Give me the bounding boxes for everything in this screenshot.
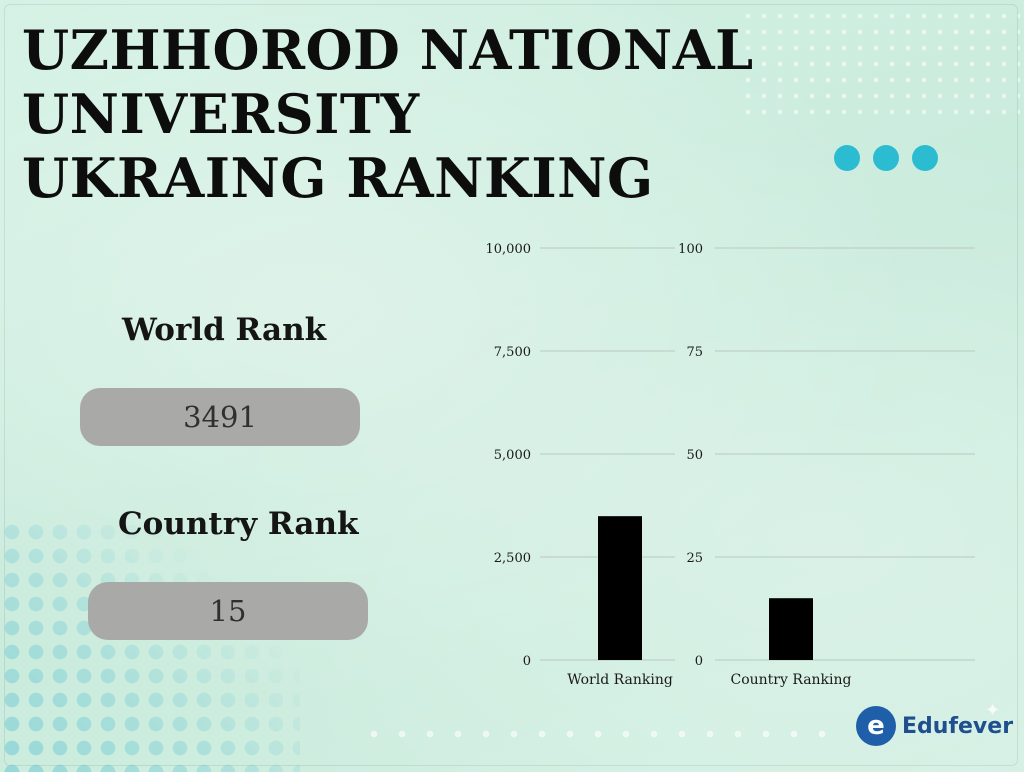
y-tick-label: 50 xyxy=(686,448,703,463)
category-label: Country Ranking xyxy=(730,672,851,688)
brand-logo: e Edufever xyxy=(856,706,1013,746)
brand-name: Edufever xyxy=(902,713,1014,739)
ranking-charts: 0 2,500 5,000 7,500 10,000 World Ranking 0 25 50… xyxy=(470,230,990,700)
decorative-dot-pattern-bottom-left xyxy=(0,520,300,772)
menu-dots-icon xyxy=(834,145,938,171)
title-line-2: UNIVERSITY xyxy=(22,82,420,146)
dot xyxy=(912,145,938,171)
y-tick-label: 100 xyxy=(678,242,703,257)
y-tick-label: 2,500 xyxy=(494,551,531,566)
title-line-1: UZHHOROD NATIONAL xyxy=(22,18,754,82)
decorative-dot-pattern-top xyxy=(740,8,1020,123)
sparkle-icon: ✦ xyxy=(985,700,1001,721)
decorative-dot-pattern-bottom xyxy=(360,724,840,744)
dot xyxy=(834,145,860,171)
edufever-logo-icon: e xyxy=(856,706,896,746)
ranking-charts-svg: 0 2,500 5,000 7,500 10,000 World Ranking 0 25 50… xyxy=(486,242,975,688)
page-title: UZHHOROD NATIONAL UNIVERSITY UKRAING RAN… xyxy=(22,18,754,210)
y-tick-label: 0 xyxy=(523,654,531,669)
title-line-3: UKRAING RANKING xyxy=(22,146,654,210)
y-tick-label: 75 xyxy=(686,345,703,360)
y-tick-label: 0 xyxy=(695,654,703,669)
world-rank-value: 3491 xyxy=(80,388,360,446)
y-tick-label: 25 xyxy=(686,551,703,566)
y-tick-label: 5,000 xyxy=(494,448,531,463)
country-rank-label: Country Rank xyxy=(118,506,359,542)
category-label: World Ranking xyxy=(567,672,673,688)
bar xyxy=(769,598,813,660)
world-rank-label: World Rank xyxy=(122,312,327,348)
y-tick-label: 10,000 xyxy=(486,242,532,257)
y-tick-label: 7,500 xyxy=(494,345,531,360)
dot xyxy=(873,145,899,171)
bar xyxy=(598,516,642,660)
country-rank-value: 15 xyxy=(88,582,368,640)
